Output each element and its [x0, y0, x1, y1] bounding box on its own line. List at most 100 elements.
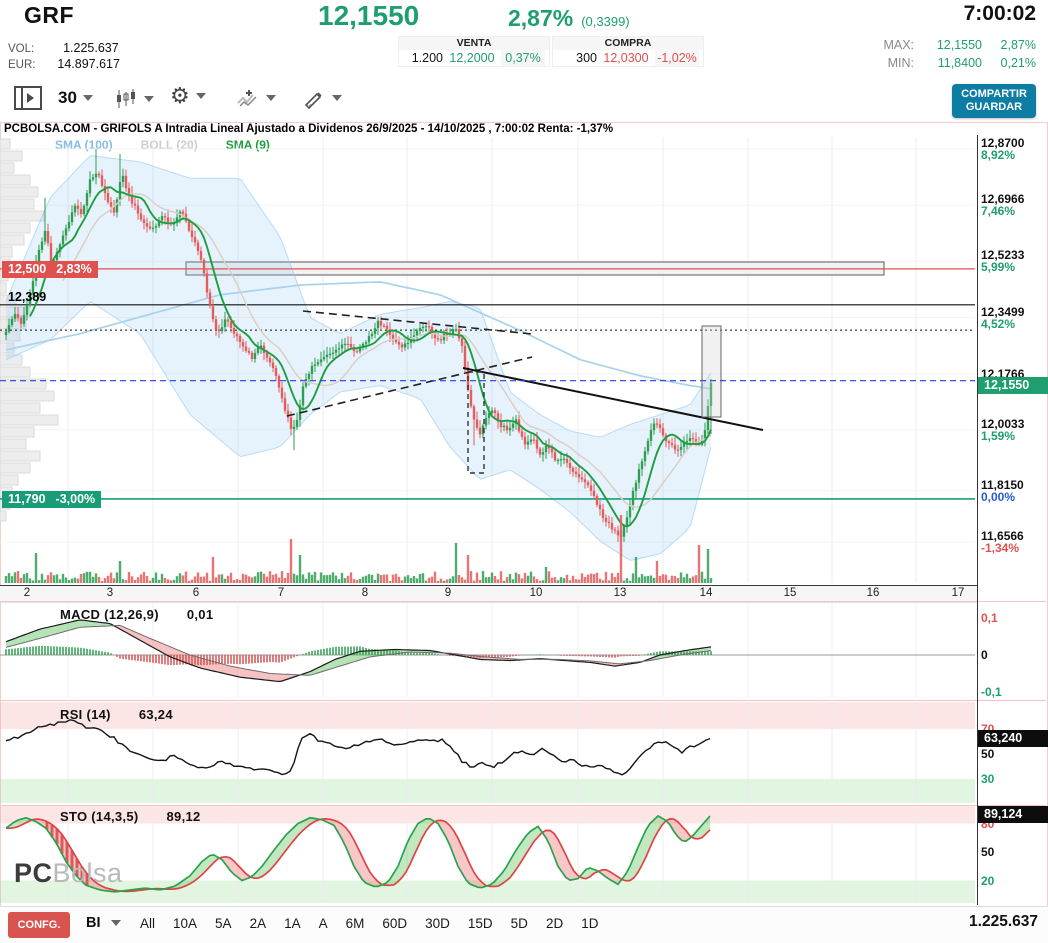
chevron-down-icon [332, 95, 342, 101]
last-price: 12,1550 [318, 0, 420, 31]
sto-value: 89,12 [166, 809, 201, 824]
candlestick-icon [114, 88, 138, 110]
rsi-axis-label: 30 [981, 772, 995, 786]
period-value: 30 [58, 88, 77, 107]
lower-alert-badge[interactable]: 11,790 -3,00% [2, 491, 102, 508]
upper-alert-badge[interactable]: 12,500 2,83% [2, 261, 98, 278]
chevron-down-icon [82, 95, 93, 101]
x-axis-label: 3 [106, 587, 114, 599]
eur-row: EUR: 14.897.617 [8, 55, 120, 73]
chevron-down-icon [110, 920, 121, 926]
range-selector: All 10A 5A 2A 1A A 6M 60D 30D 15D 5D 2D 1D [140, 916, 598, 931]
x-axis-label: 10 [529, 587, 543, 599]
lower-alert-pct: -3,00% [55, 492, 96, 506]
venta-size: 1.200 [411, 51, 443, 65]
macd-axis-label: 0 [981, 648, 988, 662]
compra-price: 12,0300 [603, 51, 649, 65]
range-a[interactable]: A [318, 916, 328, 931]
range-15d[interactable]: 15D [467, 916, 493, 931]
upper-alert-pct: 2,83% [56, 262, 92, 276]
rsi-label: RSI (14) [60, 707, 111, 722]
chevron-down-icon [195, 93, 206, 99]
price-axis-label: 11,8150 0,00% [981, 477, 1024, 504]
draw-pencil-icon [302, 87, 326, 109]
x-axis-label: 17 [951, 587, 965, 599]
macd-axis-label: 0,1 [981, 611, 998, 625]
min-label: MIN: [887, 56, 914, 70]
chart-title: PCBOLSA.COM - GRIFOLS A Intradia Lineal … [4, 123, 614, 135]
range-5d[interactable]: 5D [510, 916, 528, 931]
x-axis-label: 16 [866, 587, 880, 599]
session-volume-total: 1.225.637 [969, 913, 1038, 930]
upper-alert-price: 12,500 [8, 262, 47, 276]
compra-box: COMPRA 300 12,0300 -1,02% [552, 36, 704, 67]
settings-gear-icon: ⚙ [170, 83, 190, 108]
range-all[interactable]: All [140, 916, 156, 931]
pane-separator [0, 805, 1046, 806]
range-1a[interactable]: 1A [284, 916, 301, 931]
market-value: BI [86, 915, 101, 931]
pane-separator [0, 700, 1046, 701]
vol-value: 1.225.637 [63, 41, 119, 55]
level-label: 12,389 [8, 290, 47, 304]
rsi-value-badge: 63,240 [978, 730, 1048, 747]
range-2a[interactable]: 2A [249, 916, 267, 931]
watermark-light: Bolsa [52, 858, 123, 888]
chart-type-dropdown[interactable] [114, 88, 154, 110]
period-dropdown[interactable]: 30 [58, 88, 93, 108]
max-row: MAX: 12,1550 2,87% [883, 38, 1036, 52]
main-chart-canvas[interactable] [0, 135, 975, 585]
range-10a[interactable]: 10A [173, 916, 198, 931]
venta-title: VENTA [456, 37, 492, 49]
range-30d[interactable]: 30D [425, 916, 450, 931]
range-6m[interactable]: 6M [345, 916, 365, 931]
x-axis-label: 13 [613, 587, 627, 599]
venta-pct: 0,37% [501, 50, 545, 66]
price-axis-label: 12,1766 [981, 366, 1025, 381]
sto-label-row: STO (14,3,5) 89,12 [60, 809, 201, 824]
chevron-down-icon [266, 95, 276, 101]
rsi-label-row: RSI (14) 63,24 [60, 707, 173, 722]
add-indicator-dropdown[interactable] [236, 87, 276, 109]
eur-label: EUR: [8, 59, 36, 71]
sto-pane-canvas[interactable] [0, 805, 975, 905]
sto-axis-label: 20 [981, 873, 995, 888]
market-dropdown[interactable]: BI [86, 915, 121, 931]
vol-label: VOL: [8, 43, 35, 55]
macd-pane-canvas[interactable] [0, 601, 975, 700]
compra-title: COMPRA [604, 37, 652, 49]
x-axis-label: 14 [699, 587, 713, 599]
settings-dropdown[interactable]: ⚙ [170, 85, 206, 107]
macd-label: MACD (12,26,9) [60, 607, 159, 622]
macd-axis-label: -0,1 [981, 685, 1002, 699]
price-axis-line [977, 135, 978, 905]
venta-price: 12,2000 [449, 51, 495, 65]
range-2d[interactable]: 2D [545, 916, 564, 931]
x-axis-label: 15 [783, 587, 797, 599]
share-save-button[interactable]: COMPARTIR GUARDAR [952, 84, 1036, 118]
config-button[interactable]: CONFG. [8, 912, 70, 938]
price-axis-label: 12,5233 5,99% [981, 248, 1025, 275]
panel-toggle-button[interactable] [14, 86, 42, 110]
price-axis-label: 12,6966 7,46% [981, 192, 1025, 219]
pcbolsa-watermark: PCBolsa [14, 858, 123, 889]
add-indicator-icon [236, 87, 260, 109]
chevron-down-icon [144, 96, 154, 102]
range-1d[interactable]: 1D [581, 916, 599, 931]
macd-label-row: MACD (12,26,9) 0,01 [60, 607, 213, 622]
watermark-bold: PC [14, 858, 53, 888]
max-label: MAX: [883, 38, 914, 52]
x-axis: 2 3 6 7 8 9 10 13 14 15 16 17 [0, 585, 977, 603]
draw-tools-dropdown[interactable] [302, 87, 342, 109]
rsi-pane-canvas[interactable] [0, 700, 975, 805]
change-block: 2,87% (0,3399) [508, 5, 630, 32]
sto-label: STO (14,3,5) [60, 809, 139, 824]
price-axis-label: 12,3499 4,52% [981, 304, 1025, 331]
range-5a[interactable]: 5A [215, 916, 232, 931]
macd-value: 0,01 [186, 607, 214, 622]
change-pct: 2,87% [508, 5, 574, 31]
eur-value: 14.897.617 [57, 57, 120, 71]
range-60d[interactable]: 60D [382, 916, 408, 931]
min-row: MIN: 11,8400 0,21% [888, 56, 1036, 70]
x-axis-label: 6 [192, 587, 200, 599]
